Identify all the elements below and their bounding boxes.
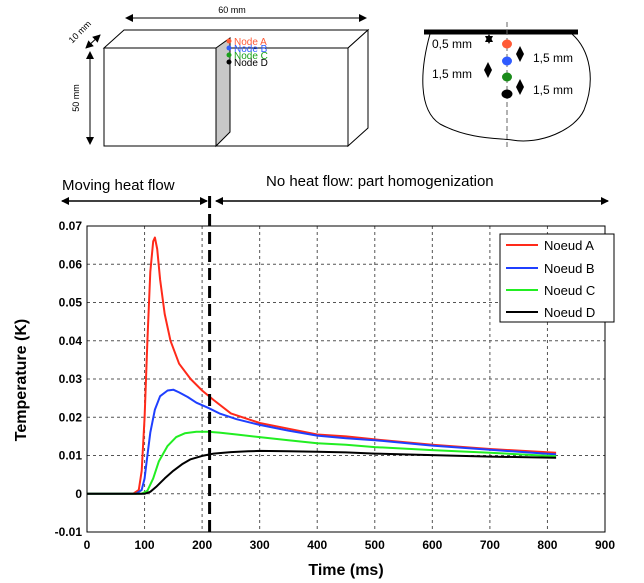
- section-node-d: [501, 89, 513, 99]
- block-right-face: [347, 28, 369, 148]
- section-outline: [422, 33, 591, 142]
- x-tick-label: 200: [192, 538, 212, 552]
- spacing-label-3: 1,5 mm: [432, 67, 472, 81]
- node-b-dot: [226, 45, 232, 51]
- y-tick-label: 0.06: [59, 257, 83, 271]
- legend: Noeud A Noeud B Noeud C Noeud D: [499, 233, 615, 323]
- x-tick-label: 400: [307, 538, 327, 552]
- tick-labels: 0 100 200 300 400 500 600 700 800 900-0.0100.010.…: [55, 219, 616, 552]
- x-tick-label: 600: [422, 538, 442, 552]
- block-front-face: [103, 47, 217, 147]
- plot-frame: [86, 225, 606, 533]
- section-node-c: [502, 72, 512, 82]
- y-tick-label: 0.03: [59, 372, 83, 386]
- x-tick-label: 900: [595, 538, 615, 552]
- dim-depth-label: 10 mm: [67, 19, 94, 46]
- series-line-noeud-b: [87, 388, 557, 495]
- phase-moving-label: Moving heat flow: [62, 177, 175, 194]
- x-tick-label: 800: [537, 538, 557, 552]
- series-line-noeud-a: [87, 236, 557, 495]
- series-lines: [87, 236, 557, 495]
- y-tick-label: 0: [75, 487, 82, 501]
- block-long-front: [215, 47, 349, 147]
- y-tick-label: 0.01: [59, 449, 83, 463]
- node-c-dot: [226, 52, 232, 58]
- node-c-label: Node C: [234, 51, 268, 62]
- dim-width-label: 60 mm: [218, 5, 246, 15]
- node-b-label: Node B: [234, 44, 268, 55]
- legend-label-b: Noeud B: [544, 261, 595, 276]
- y-axis-label: Temperature (K): [13, 319, 30, 441]
- dim-depth-line: [85, 34, 101, 49]
- x-tick-label: 700: [480, 538, 500, 552]
- phase-annotations: Moving heat flow No heat flow: part homo…: [61, 173, 609, 205]
- section-node-b: [502, 56, 512, 66]
- phase-homogenization-label: No heat flow: part homogenization: [266, 173, 494, 190]
- spacing-label-1: 0,5 mm: [432, 37, 472, 51]
- node-d-label: Node D: [234, 58, 268, 69]
- legend-label-c: Noeud C: [544, 283, 595, 298]
- legend-box: [499, 233, 615, 323]
- x-tick-label: 100: [135, 538, 155, 552]
- section-node-a: [502, 39, 512, 49]
- y-tick-label: 0.02: [59, 410, 83, 424]
- spacing-label-2: 1,5 mm: [533, 51, 573, 65]
- dim-height-label: 50 mm: [71, 84, 81, 112]
- x-tick-label: 300: [250, 538, 270, 552]
- node-a-label: Node A: [234, 37, 267, 48]
- legend-label-a: Noeud A: [544, 238, 594, 253]
- chart: 0 100 200 300 400 500 600 700 800 900-0.0100.010.…: [13, 196, 615, 579]
- legend-label-d: Noeud D: [544, 305, 595, 320]
- x-axis-label: Time (ms): [308, 562, 383, 579]
- node-a-dot: [226, 38, 232, 44]
- cross-section-diagram: 0,5 mm 1,5 mm 1,5 mm 1,5 mm: [422, 22, 591, 148]
- series-line-noeud-d: [87, 449, 557, 495]
- gridlines: [87, 226, 605, 532]
- x-tick-label: 0: [84, 538, 91, 552]
- y-tick-label: 0.04: [59, 334, 83, 348]
- y-tick-label: 0.07: [59, 219, 83, 233]
- block-diagram: 60 mm 10 mm 50 mm Node A Node B Node C N…: [67, 5, 370, 148]
- y-tick-label: -0.01: [55, 525, 83, 539]
- y-tick-label: 0.05: [59, 296, 83, 310]
- spacing-label-4: 1,5 mm: [533, 83, 573, 97]
- node-d-dot: [226, 59, 232, 65]
- series-line-noeud-c: [87, 430, 557, 495]
- x-tick-label: 500: [365, 538, 385, 552]
